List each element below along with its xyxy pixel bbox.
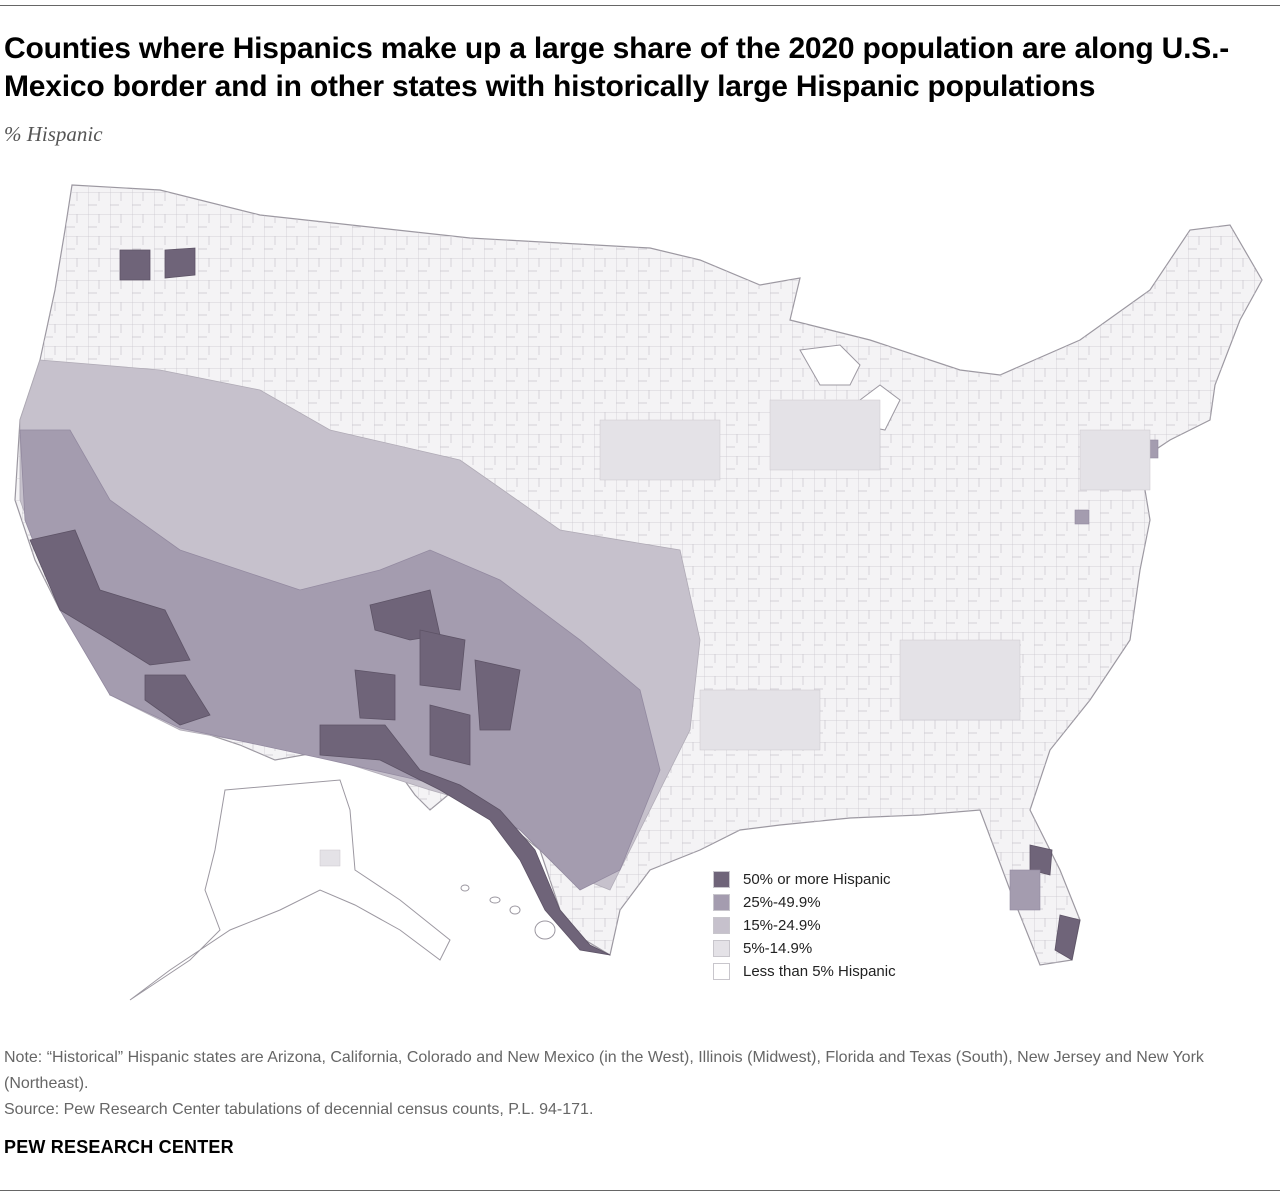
chart-subtitle: % Hispanic xyxy=(4,122,103,146)
legend-swatch xyxy=(713,871,730,888)
alaska-light-county xyxy=(319,849,341,867)
us-county-map xyxy=(14,184,1263,1001)
top-rule xyxy=(0,5,1280,6)
legend-swatch xyxy=(713,917,730,934)
hawaii-shape xyxy=(460,884,556,940)
legend-swatch xyxy=(713,940,730,957)
legend-item: 50% or more Hispanic xyxy=(713,868,973,891)
majority-hispanic-counties xyxy=(29,247,1081,961)
legend-label: 50% or more Hispanic xyxy=(743,871,891,888)
southwest-medium-region xyxy=(19,429,661,891)
bottom-rule xyxy=(0,1190,1280,1191)
chart-source: Source: Pew Research Center tabulations … xyxy=(4,1101,594,1118)
legend-item: 15%-24.9% xyxy=(713,914,973,937)
legend-swatch xyxy=(713,963,730,980)
legend-item: 25%-49.9% xyxy=(713,891,973,914)
legend-label: 5%-14.9% xyxy=(743,940,813,957)
legend-item: 5%-14.9% xyxy=(713,937,973,960)
legend-item: Less than 5% Hispanic xyxy=(713,960,973,983)
legend-label: 25%-49.9% xyxy=(743,894,821,911)
legend-swatch xyxy=(713,894,730,911)
chart-note: Note: “Historical” Hispanic states are A… xyxy=(4,1049,1204,1092)
legend-label: 15%-24.9% xyxy=(743,917,821,934)
chart-title: Counties where Hispanics make up a large… xyxy=(4,32,1229,103)
map-legend: 50% or more Hispanic 25%-49.9% 15%-24.9%… xyxy=(713,868,973,983)
scattered-light-counties xyxy=(599,399,1151,751)
alaska-shape xyxy=(129,779,451,1001)
publisher-footer: PEW RESEARCH CENTER xyxy=(4,1137,234,1157)
legend-label: Less than 5% Hispanic xyxy=(743,963,896,980)
